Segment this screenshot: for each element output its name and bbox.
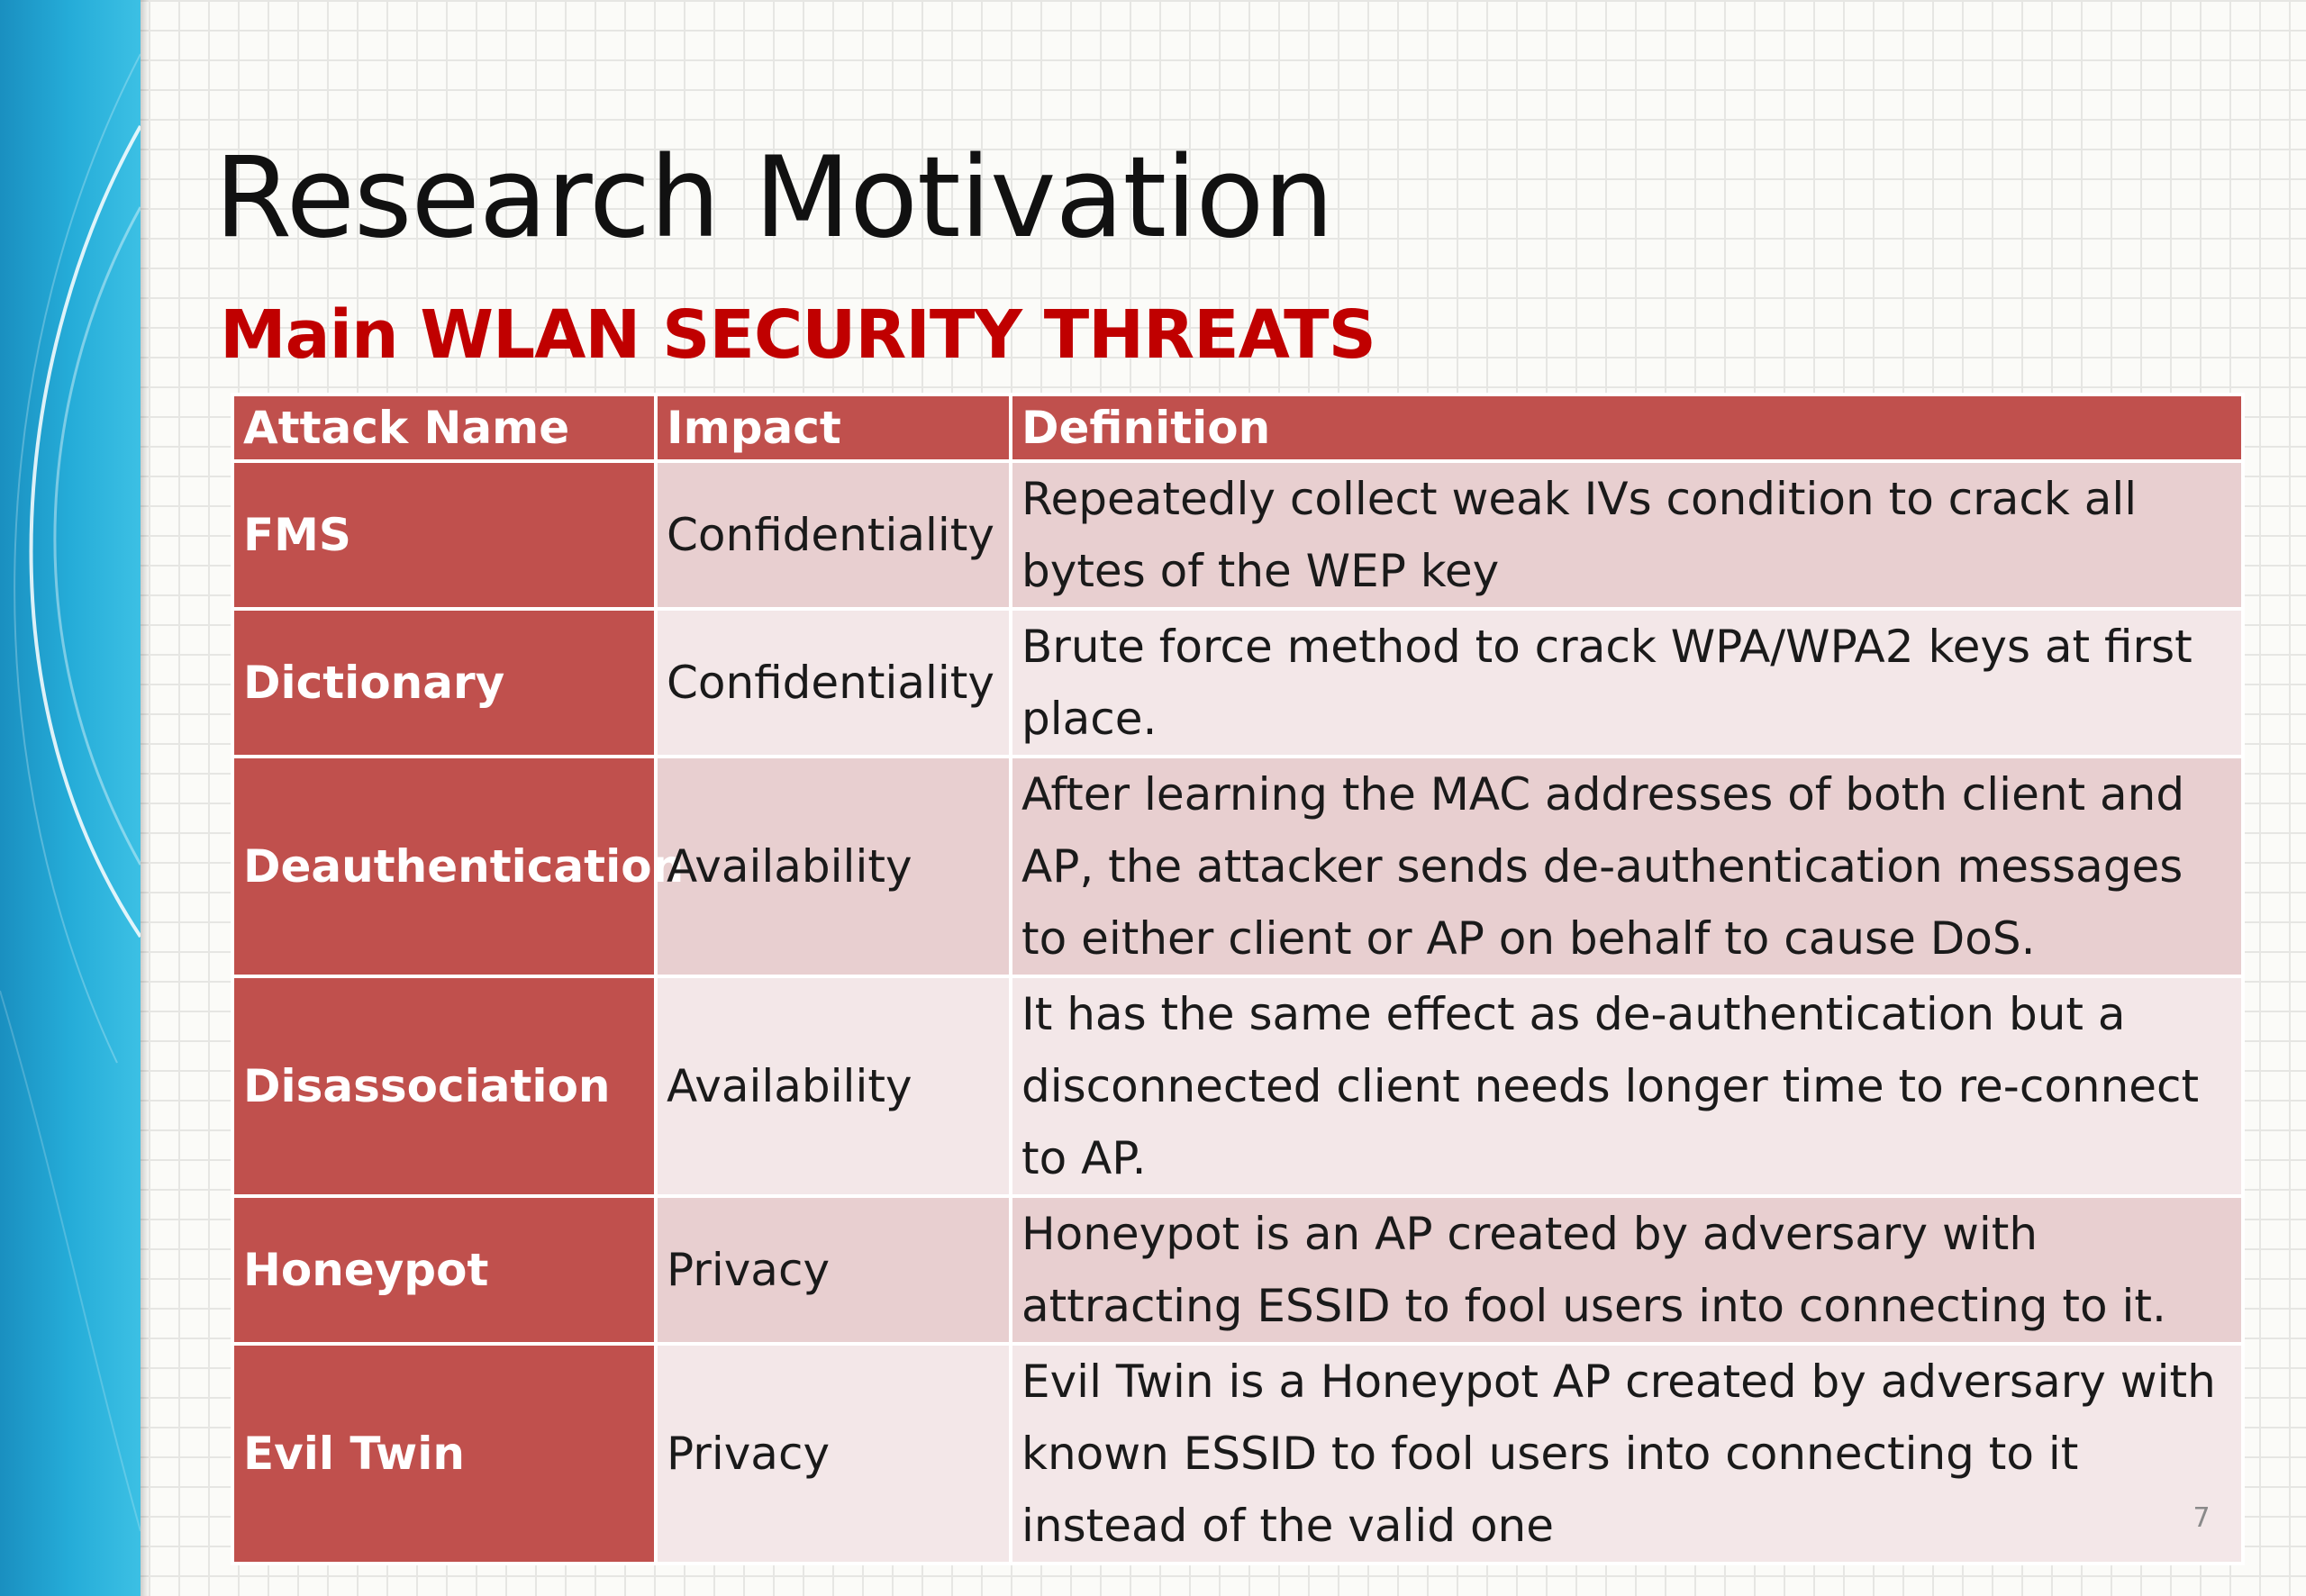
- definition-cell: Brute force method to crack WPA/WPA2 key…: [1009, 607, 2245, 758]
- header-definition: Definition: [1009, 393, 2245, 463]
- table-row: Disassociation Availability It has the s…: [231, 975, 2245, 1198]
- header-impact: Impact: [654, 393, 1012, 463]
- attack-name-cell: Honeypot: [231, 1194, 658, 1346]
- side-band-shadow: [141, 0, 150, 1596]
- definition-cell: It has the same effect as de-authenticat…: [1009, 975, 2245, 1198]
- slide-subtitle: Main WLAN SECURITY THREATS: [220, 296, 1376, 374]
- slide-title: Research Motivation: [214, 133, 1334, 263]
- definition-cell: Honeypot is an AP created by adversary w…: [1009, 1194, 2245, 1346]
- definition-cell: Evil Twin is a Honeypot AP created by ad…: [1009, 1342, 2245, 1565]
- attack-name-cell: Disassociation: [231, 975, 658, 1198]
- decorative-side-band: [0, 0, 141, 1596]
- definition-cell: Repeatedly collect weak IVs condition to…: [1009, 459, 2245, 611]
- impact-cell: Confidentiality: [654, 459, 1012, 611]
- table-row: Evil Twin Privacy Evil Twin is a Honeypo…: [231, 1342, 2245, 1565]
- table-row: Honeypot Privacy Honeypot is an AP creat…: [231, 1194, 2245, 1346]
- impact-cell: Confidentiality: [654, 607, 1012, 758]
- table-row: Dictionary Confidentiality Brute force m…: [231, 607, 2245, 758]
- side-band-graphic: [0, 0, 141, 1596]
- table-header-row: Attack Name Impact Definition: [231, 393, 2245, 463]
- impact-cell: Privacy: [654, 1194, 1012, 1346]
- attack-name-cell: FMS: [231, 459, 658, 611]
- impact-cell: Privacy: [654, 1342, 1012, 1565]
- attack-name-cell: Deauthentication: [231, 755, 684, 978]
- page-number: 7: [2193, 1502, 2211, 1534]
- attack-name-cell: Dictionary: [231, 607, 658, 758]
- table-row: Deauthentication Availability After lear…: [231, 755, 2245, 978]
- wlan-threats-table: Attack Name Impact Definition FMS Confid…: [231, 393, 2245, 1565]
- impact-cell: Availability: [654, 975, 1012, 1198]
- attack-name-cell: Evil Twin: [231, 1342, 658, 1565]
- header-attack-name: Attack Name: [231, 393, 658, 463]
- definition-cell: After learning the MAC addresses of both…: [1009, 755, 2245, 978]
- impact-cell: Availability: [654, 755, 1012, 978]
- table-row: FMS Confidentiality Repeatedly collect w…: [231, 459, 2245, 611]
